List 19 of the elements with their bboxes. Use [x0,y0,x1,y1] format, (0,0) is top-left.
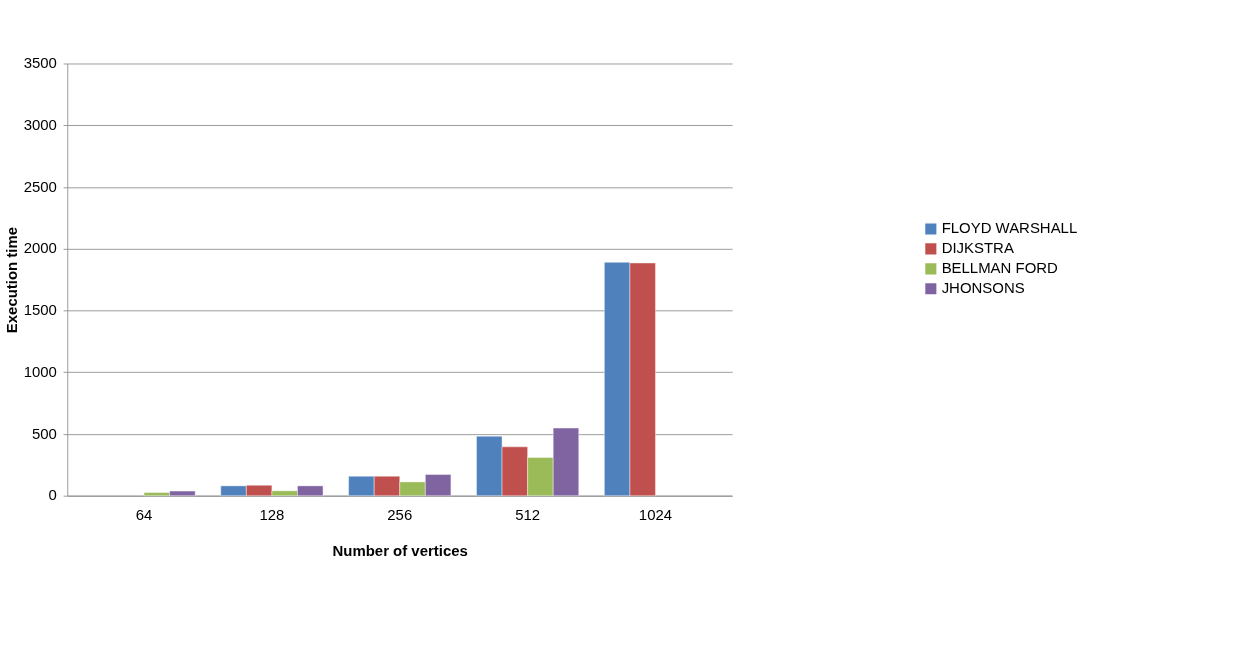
y-tick-label: 0 [48,486,57,504]
y-tick-label: 3000 [23,115,57,133]
y-axis-title: Execution time [3,226,20,334]
y-tick-label: 2500 [23,177,57,195]
x-tick-label: 128 [259,506,285,524]
legend-label: DIJKSTRA [941,239,1014,257]
x-tick-label: 1024 [638,506,673,524]
y-tick-label: 1500 [23,301,57,319]
x-tick-label: 256 [387,506,413,524]
x-tick-label: 64 [135,506,153,524]
x-axis-title: Number of vertices [332,542,468,559]
legend-label: JHONSONS [941,278,1025,296]
legend-label: FLOYD WARSHALL [941,219,1078,237]
x-tick-label: 512 [515,506,541,524]
y-tick-label: 2000 [23,239,57,257]
legend-label: BELLMAN FORD [941,259,1059,277]
y-tick-label: 1000 [23,362,57,380]
y-tick-label: 3500 [23,54,57,72]
y-tick-label: 500 [31,424,57,442]
